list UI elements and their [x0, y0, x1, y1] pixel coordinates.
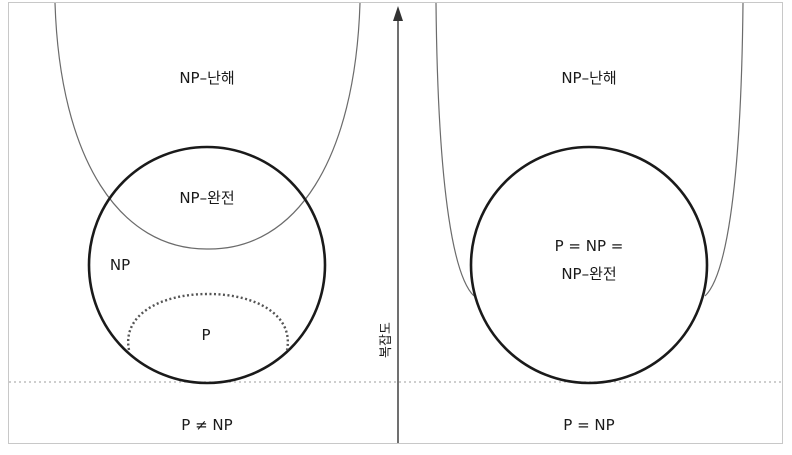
- np-hard-label-right: NP–난해: [561, 69, 616, 87]
- np-circle: [87, 145, 327, 385]
- caption-left: P ≠ NP: [181, 416, 232, 434]
- np-hard-boundary-right: [435, 2, 744, 297]
- p-np-np-complete-circle: [469, 145, 709, 385]
- right-panel: NP–난해 P = NP = NP–완전 P = NP: [435, 2, 744, 434]
- left-panel: NP–난해 NP–완전 NP P P ≠ NP: [54, 2, 361, 434]
- arrow-up-icon: [393, 6, 403, 21]
- merged-label-line1: P = NP =: [555, 237, 624, 255]
- p-label: P: [201, 326, 210, 344]
- np-label: NP: [110, 256, 130, 274]
- complexity-axis: 복잡도: [379, 6, 403, 443]
- axis-label: 복잡도: [379, 322, 394, 358]
- caption-right: P = NP: [563, 416, 614, 434]
- np-complete-label-left: NP–완전: [179, 189, 234, 207]
- np-hard-boundary-left: [54, 2, 361, 250]
- diagram-frame: [8, 2, 783, 444]
- np-hard-label-left: NP–난해: [179, 69, 234, 87]
- merged-label-line2: NP–완전: [561, 265, 616, 283]
